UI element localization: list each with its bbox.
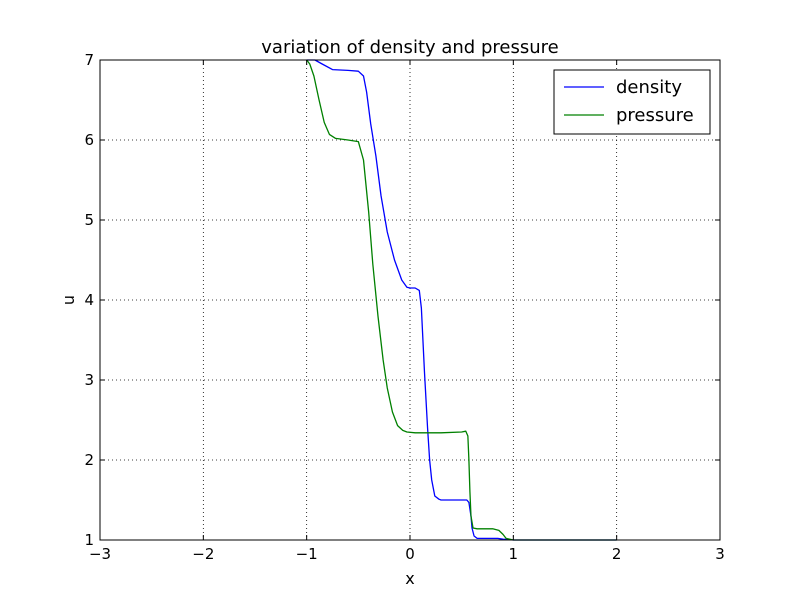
legend-label-pressure: pressure [616,105,694,126]
y-tick-label: 3 [84,371,94,389]
y-tick-label: 6 [84,131,94,149]
x-tick-labels: −3 −2 −1 0 1 2 3 [89,545,725,563]
x-tick-label: 0 [405,545,415,563]
legend-box [553,69,711,135]
chart-title: variation of density and pressure [261,37,558,58]
y-tick-label: 2 [84,451,94,469]
x-tick-label: −3 [89,545,111,563]
legend: density pressure [553,69,711,135]
series-layer [306,59,617,541]
x-tick-label: 1 [509,545,519,563]
x-tick-label: 3 [715,545,725,563]
y-tick-label: 1 [84,531,94,549]
x-tick-label: −2 [192,545,214,563]
x-tick-label: −1 [296,545,318,563]
grid-lines [100,60,720,540]
legend-label-density: density [616,77,682,98]
y-tick-label: 5 [84,211,94,229]
y-tick-label: 7 [84,51,94,69]
y-tick-label: 4 [84,291,94,309]
axis-ticks [99,59,721,541]
y-axis-label: u [59,295,78,305]
x-axis-label: x [405,569,414,588]
x-tick-label: 2 [612,545,622,563]
series-line-pressure [306,59,617,541]
y-tick-labels: 1 2 3 4 5 6 7 [84,51,94,549]
series-line-density [306,59,617,541]
